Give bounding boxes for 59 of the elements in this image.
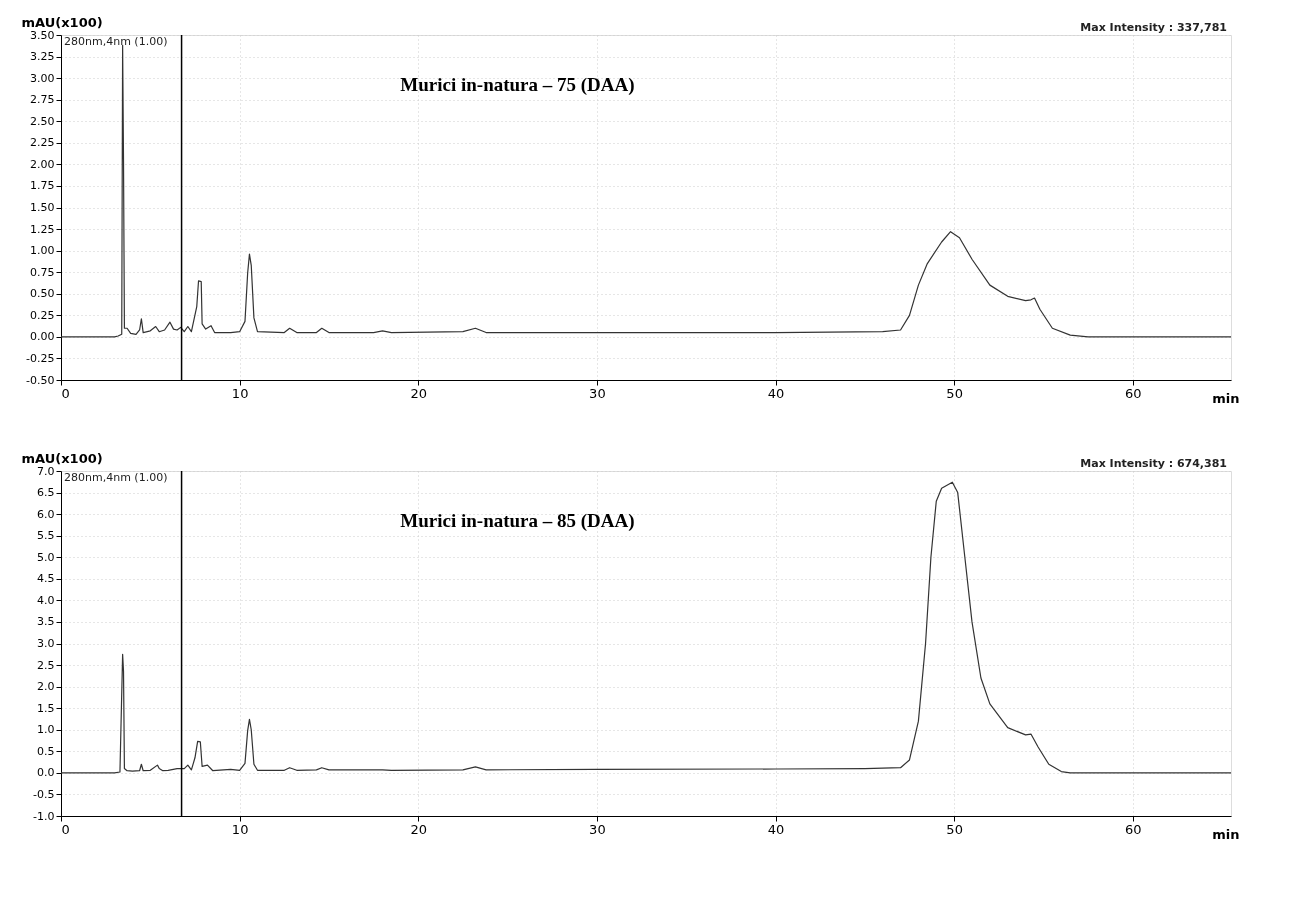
x-tick-label: 40	[767, 821, 785, 837]
y-tick-label: 5.5	[37, 529, 55, 543]
x-tick-label: 50	[946, 821, 963, 837]
x-tick-label: 20	[410, 385, 428, 401]
text: Max Intensity : 674,381	[1080, 457, 1227, 470]
x-tick-label: 60	[1124, 821, 1142, 837]
x-tick-label: 50	[946, 385, 963, 401]
annotation: 280nm,4nm (1.00)	[64, 35, 168, 48]
y-tick-label: 3.50	[30, 28, 55, 42]
y-tick-label: 0.00	[30, 330, 55, 344]
y-tick-label: 2.75	[30, 93, 55, 107]
y-tick-label: 3.0	[37, 637, 55, 650]
y-tick-label: 1.75	[30, 179, 55, 193]
line-series	[61, 481, 1231, 774]
y-tick-label: 1.25	[30, 222, 55, 236]
y-tick-label: 5.0	[37, 550, 55, 564]
y-tick-label: 6.0	[37, 507, 55, 521]
y-tick-label: 3.25	[30, 50, 55, 64]
y-tick-label: 0.50	[30, 287, 55, 301]
y-tick-label: 6.5	[37, 486, 55, 500]
y-tick-label: 2.25	[30, 136, 55, 150]
x-axis-title: min	[1212, 390, 1240, 406]
text: Max Intensity : 337,781	[1080, 21, 1227, 34]
x-tick-label: 10	[231, 385, 249, 401]
y-tick-label: 4.0	[37, 593, 55, 607]
x-tick-label: 0	[61, 821, 70, 837]
x-tick-label: 10	[231, 821, 249, 837]
x-tick-label: 30	[589, 385, 606, 401]
y-tick-label: 0.0	[37, 766, 55, 780]
x-tick-label: 20	[410, 821, 428, 837]
y-tick-label: 7.0	[37, 464, 55, 478]
y-tick-label: 0.75	[30, 265, 55, 279]
y-axis-title: mAU(x100)	[21, 14, 103, 30]
y-tick-label: 2.0	[37, 680, 55, 694]
y-tick-label: 1.5	[37, 701, 55, 715]
y-tick-label: -0.50	[26, 373, 55, 387]
y-tick-label: 2.00	[30, 157, 55, 171]
x-tick-label: 40	[767, 385, 785, 401]
y-tick-label: 0.25	[30, 308, 55, 322]
text: Murici in-natura – 75 (DAA)	[400, 74, 635, 96]
y-tick-label: 4.5	[37, 572, 55, 586]
x-tick-label: 60	[1124, 385, 1142, 401]
y-tick-label: 1.50	[30, 201, 55, 214]
x-tick-label: 0	[61, 385, 70, 401]
y-tick-label: 2.5	[37, 658, 55, 672]
text: Murici in-natura – 85 (DAA)	[400, 510, 635, 532]
y-tick-label: 3.5	[37, 615, 55, 629]
y-tick-label: -0.5	[33, 787, 55, 801]
annotation: 280nm,4nm (1.00)	[64, 471, 168, 484]
x-axis-title: min	[1212, 826, 1240, 842]
y-tick-label: 2.50	[30, 114, 55, 128]
y-tick-label: -1.0	[33, 809, 55, 823]
y-axis-title: mAU(x100)	[21, 450, 103, 466]
y-tick-label: -0.25	[26, 351, 55, 365]
y-tick-label: 3.00	[30, 71, 55, 85]
y-tick-label: 1.00	[30, 244, 55, 258]
y-tick-label: 1.0	[37, 723, 55, 737]
y-tick-label: 0.5	[37, 744, 55, 758]
x-tick-label: 30	[589, 821, 606, 837]
